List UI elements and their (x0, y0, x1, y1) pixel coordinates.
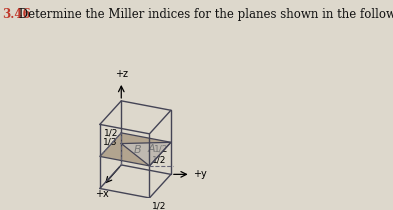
Text: +z: +z (115, 69, 128, 79)
Text: Determine the Miller indices for the planes shown in the following unit cell:: Determine the Miller indices for the pla… (15, 8, 393, 21)
Text: +y: +y (193, 169, 207, 179)
Text: 1/2: 1/2 (152, 156, 166, 165)
Text: 1/2: 1/2 (103, 128, 118, 137)
Text: A: A (148, 144, 156, 154)
Text: 1/2: 1/2 (154, 144, 169, 153)
Text: +x: +x (95, 189, 109, 200)
Text: B: B (134, 145, 141, 155)
Polygon shape (100, 133, 171, 166)
Text: 1/3: 1/3 (103, 137, 118, 146)
Text: 1/2: 1/2 (152, 202, 166, 210)
Polygon shape (121, 142, 171, 166)
Text: 3.46: 3.46 (2, 8, 31, 21)
